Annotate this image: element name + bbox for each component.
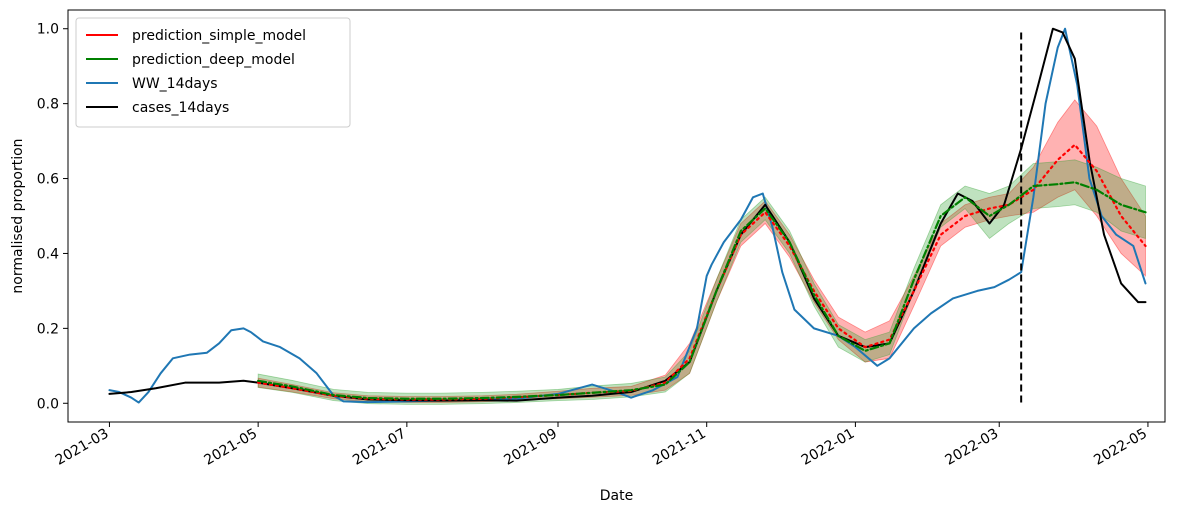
- series-line-cases-14days: [108, 27, 1147, 402]
- x-tick-label: 2021-05: [201, 426, 260, 469]
- x-tick-label: 2021-09: [501, 426, 560, 469]
- legend-label-cases-14days: cases_14days: [132, 100, 229, 116]
- plot-frame: [67, 9, 1166, 423]
- series-line-prediction-deep-model: [257, 181, 1147, 400]
- y-tick-label: 0.0: [37, 396, 59, 412]
- band-prediction-simple-model: [257, 99, 1146, 403]
- y-tick-label: 0.4: [37, 246, 59, 262]
- x-axis-label: Date: [600, 488, 633, 504]
- x-tick-label: 2021-07: [350, 426, 409, 469]
- y-tick-label: 0.2: [37, 321, 59, 337]
- y-axis-label: normalised proportion: [10, 138, 26, 293]
- y-tick-label: 0.8: [37, 97, 59, 113]
- y-axis-ticks: 0.0 0.2 0.4 0.6 0.8 1.0: [37, 22, 68, 412]
- band-prediction-deep-model: [257, 159, 1146, 405]
- legend-label-WW-14days: WW_14days: [132, 76, 218, 92]
- uncertainty-bands: [257, 99, 1146, 405]
- y-tick-label: 0.6: [37, 172, 59, 188]
- legend-label-prediction-deep-model: prediction_deep_model: [132, 52, 295, 68]
- x-tick-label: 2022-05: [1091, 426, 1150, 469]
- x-tick-label: 2021-11: [650, 426, 709, 469]
- series-line-WW-14days: [108, 27, 1147, 404]
- x-tick-label: 2021-03: [53, 426, 112, 469]
- x-tick-label: 2022-03: [943, 426, 1002, 469]
- legend-label-prediction-simple-model: prediction_simple_model: [132, 28, 306, 44]
- series-lines: [108, 27, 1147, 404]
- legend: prediction_simple_model prediction_deep_m…: [75, 17, 351, 128]
- y-tick-label: 1.0: [37, 22, 59, 38]
- legend-box: [75, 17, 351, 128]
- x-axis-ticks: 2021-03 2021-05 2021-07 2021-09 2021-11 2022-…: [53, 422, 1150, 469]
- x-tick-label: 2022-01: [799, 426, 858, 469]
